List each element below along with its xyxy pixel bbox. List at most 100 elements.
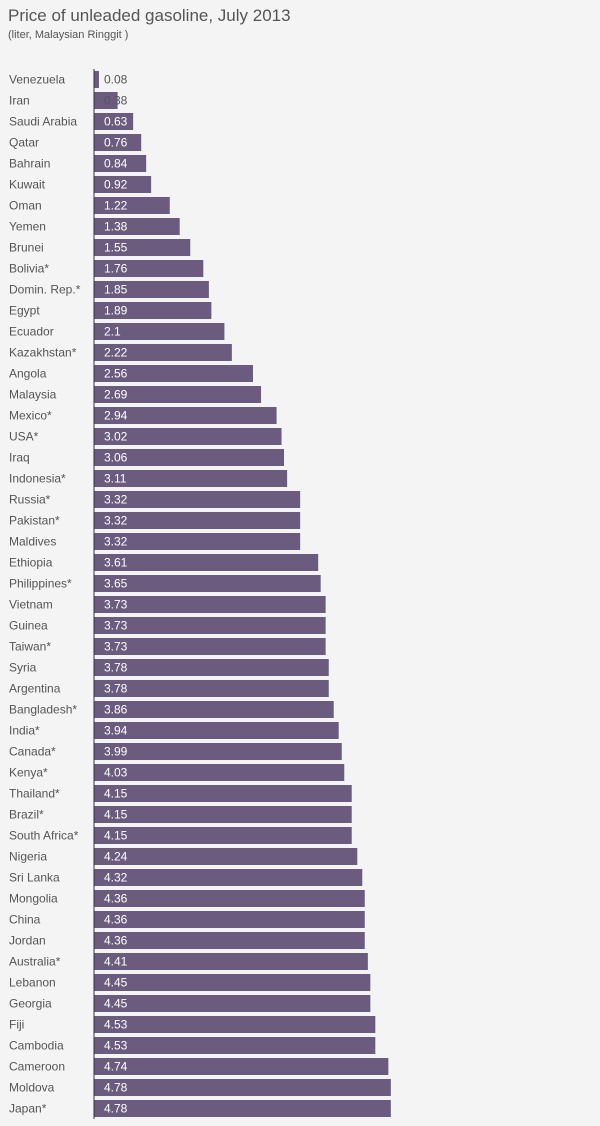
bar	[94, 344, 232, 361]
bar	[94, 953, 368, 970]
bar	[94, 113, 134, 130]
bar	[94, 302, 212, 319]
bar	[94, 491, 301, 508]
category-label: Lebanon	[9, 976, 56, 990]
category-label: Jordan	[9, 934, 46, 948]
category-label: Venezuela	[9, 73, 65, 87]
data-label: 3.65	[104, 577, 128, 591]
category-label: India*	[9, 724, 40, 738]
bar	[94, 155, 147, 172]
bar	[94, 449, 285, 466]
category-label: Yemen	[9, 220, 46, 234]
bar	[94, 92, 118, 109]
category-label: Vietnam	[9, 598, 53, 612]
bar	[94, 764, 345, 781]
bar	[94, 533, 301, 550]
category-label: Mexico*	[9, 409, 52, 423]
data-label: 4.74	[104, 1060, 128, 1074]
category-label: Cambodia	[9, 1039, 64, 1053]
category-label: Syria	[9, 661, 37, 675]
data-label: 3.06	[104, 451, 128, 465]
data-label: 0.84	[104, 157, 128, 171]
category-label: Bangladesh*	[9, 703, 77, 717]
data-label: 4.32	[104, 871, 128, 885]
category-label: Nigeria	[9, 850, 47, 864]
category-label: Egypt	[9, 304, 40, 318]
data-label: 4.36	[104, 892, 128, 906]
category-label: Fiji	[9, 1018, 24, 1032]
data-label: 0.92	[104, 178, 128, 192]
data-label: 3.11	[104, 472, 127, 486]
bar	[94, 722, 339, 739]
category-label: Moldova	[9, 1081, 55, 1095]
data-label: 0.38	[104, 94, 128, 108]
data-label: 2.69	[104, 388, 128, 402]
category-label: Kuwait	[9, 178, 46, 192]
bar	[94, 596, 326, 613]
bar	[94, 554, 319, 571]
bar	[94, 260, 204, 277]
category-label: Iran	[9, 94, 30, 108]
bar	[94, 1037, 376, 1054]
bar	[94, 386, 262, 403]
data-label: 3.02	[104, 430, 128, 444]
category-label: Iraq	[9, 451, 30, 465]
category-label: Qatar	[9, 136, 39, 150]
category-label: Thailand*	[9, 787, 60, 801]
category-label: Canada*	[9, 745, 56, 759]
data-label: 0.76	[104, 136, 128, 150]
chart-subtitle: (liter, Malaysian Ringgit )	[8, 29, 129, 41]
bar	[94, 365, 253, 382]
category-label: Angola	[9, 367, 47, 381]
data-label: 4.53	[104, 1039, 128, 1053]
bar	[94, 827, 352, 844]
bar	[94, 869, 363, 886]
category-label: Bahrain	[9, 157, 50, 171]
data-label: 4.15	[104, 808, 128, 822]
category-label: Pakistan*	[9, 514, 60, 528]
data-label: 4.24	[104, 850, 128, 864]
bar	[94, 890, 365, 907]
data-label: 4.41	[104, 955, 128, 969]
category-label: Cameroon	[9, 1060, 65, 1074]
category-label: USA*	[9, 430, 39, 444]
category-label: Philippines*	[9, 577, 72, 591]
data-label: 3.61	[104, 556, 128, 570]
category-label: Brazil*	[9, 808, 44, 822]
bar	[94, 323, 225, 340]
chart-title: Price of unleaded gasoline, July 2013	[8, 6, 291, 25]
data-label: 2.94	[104, 409, 128, 423]
data-label: 1.38	[104, 220, 128, 234]
category-label: Oman	[9, 199, 42, 213]
category-label: Bolivia*	[9, 262, 49, 276]
data-label: 4.78	[104, 1081, 128, 1095]
category-label: Indonesia*	[9, 472, 66, 486]
data-label: 1.55	[104, 241, 128, 255]
category-label: Saudi Arabia	[9, 115, 77, 129]
data-label: 4.03	[104, 766, 128, 780]
bar	[94, 575, 321, 592]
bar	[94, 176, 152, 193]
data-label: 3.73	[104, 598, 128, 612]
data-label: 3.32	[104, 535, 128, 549]
category-label: Kenya*	[9, 766, 48, 780]
data-label: 3.73	[104, 619, 128, 633]
category-label: Australia*	[9, 955, 61, 969]
data-label: 1.76	[104, 262, 128, 276]
category-label: Malaysia	[9, 388, 57, 402]
data-label: 3.78	[104, 661, 128, 675]
data-label: 4.36	[104, 934, 128, 948]
data-label: 0.08	[104, 73, 128, 87]
category-label: Brunei	[9, 241, 44, 255]
data-label: 3.73	[104, 640, 128, 654]
bar	[94, 470, 288, 487]
data-label: 4.78	[104, 1102, 128, 1116]
category-label: Japan*	[9, 1102, 47, 1116]
category-label: Sri Lanka	[9, 871, 60, 885]
category-label: Domin. Rep.*	[9, 283, 81, 297]
data-label: 2.22	[104, 346, 128, 360]
bar	[94, 512, 301, 529]
bar	[94, 428, 282, 445]
data-label: 4.53	[104, 1018, 128, 1032]
bar	[94, 680, 329, 697]
